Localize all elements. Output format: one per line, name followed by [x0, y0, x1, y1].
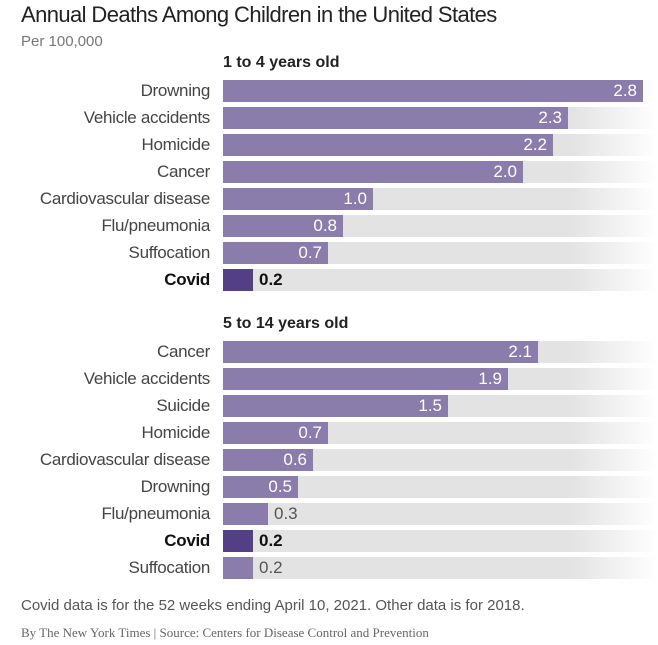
value-label: 0.2 [259, 270, 283, 289]
bar-row: Covid 0.2 [0, 269, 658, 291]
bar-row: Covid 0.2 [0, 530, 658, 552]
category-label: Covid [164, 270, 210, 289]
value-label: 0.6 [283, 450, 307, 469]
category-label: Drowning [140, 477, 211, 496]
category-label: Suffocation [128, 243, 211, 262]
value-label: 0.3 [274, 504, 298, 523]
category-label: Suicide [156, 396, 210, 415]
bar [223, 134, 553, 156]
bar [223, 557, 253, 579]
value-label: 2.2 [523, 135, 547, 154]
value-label: 1.0 [343, 189, 367, 208]
value-label: 0.2 [259, 558, 283, 577]
category-label: Cancer [156, 342, 210, 361]
bar-row: Homicide 0.7 [0, 422, 658, 444]
bar-track [223, 269, 658, 291]
bar-track [223, 242, 658, 264]
category-label: Suffocation [128, 558, 211, 577]
bar-row: Suffocation 0.7 [0, 242, 658, 264]
category-label: Flu/pneumonia [101, 504, 210, 523]
bar-row: Cardiovascular disease 0.6 [0, 449, 658, 471]
group-heading: 1 to 4 years old [223, 54, 340, 71]
value-label: 0.7 [298, 423, 322, 442]
bar-row: Drowning 0.5 [0, 476, 658, 498]
bar [223, 476, 298, 498]
bar [223, 422, 328, 444]
bar [223, 449, 313, 471]
bar-track [223, 422, 658, 444]
bar-row: Suffocation 0.2 [0, 557, 658, 579]
bar-track [223, 503, 658, 525]
chart-title: Annual Deaths Among Children in the Unit… [21, 2, 497, 27]
category-label: Covid [164, 531, 210, 550]
value-label: 0.7 [298, 243, 322, 262]
bar-row: Cancer 2.0 [0, 161, 658, 183]
bar [223, 341, 538, 363]
bar [223, 161, 523, 183]
bar-row: Cardiovascular disease 1.0 [0, 188, 658, 210]
bar [223, 368, 508, 390]
chart-note: Covid data is for the 52 weeks ending Ap… [21, 597, 525, 614]
bar-row: Suicide 1.5 [0, 395, 658, 417]
value-label: 2.0 [493, 162, 517, 181]
value-label: 2.3 [538, 108, 562, 127]
bar-row: Cancer 2.1 [0, 341, 658, 363]
category-label: Drowning [140, 81, 211, 100]
category-label: Homicide [141, 423, 211, 442]
category-label: Cardiovascular disease [39, 450, 210, 469]
bar-row: Flu/pneumonia 0.3 [0, 503, 658, 525]
bar [223, 107, 568, 129]
chart-subtitle: Per 100,000 [21, 33, 103, 50]
category-label: Flu/pneumonia [101, 216, 210, 235]
bar-row: Homicide 2.2 [0, 134, 658, 156]
bar [223, 242, 328, 264]
bar [223, 269, 253, 291]
bar-track [223, 557, 658, 579]
bar-track [223, 476, 658, 498]
group-heading: 5 to 14 years old [223, 315, 349, 332]
bar-row: Vehicle accidents 1.9 [0, 368, 658, 390]
category-label: Vehicle accidents [83, 108, 211, 127]
category-label: Cardiovascular disease [39, 189, 210, 208]
bar [223, 395, 448, 417]
bar-row: Vehicle accidents 2.3 [0, 107, 658, 129]
chart-credit: By The New York Times | Source: Centers … [21, 625, 429, 640]
bar [223, 530, 253, 552]
category-label: Cancer [156, 162, 210, 181]
bar-track [223, 530, 658, 552]
bar [223, 188, 373, 210]
value-label: 0.2 [259, 531, 283, 550]
value-label: 1.9 [478, 369, 502, 388]
value-label: 2.8 [613, 81, 637, 100]
bar-row: Drowning 2.8 [0, 80, 658, 102]
value-label: 2.1 [508, 342, 532, 361]
bar [223, 503, 268, 525]
bar [223, 215, 343, 237]
value-label: 0.5 [268, 477, 292, 496]
category-label: Homicide [141, 135, 211, 154]
value-label: 0.8 [313, 216, 337, 235]
value-label: 1.5 [418, 396, 442, 415]
category-label: Vehicle accidents [83, 369, 211, 388]
bar-track [223, 449, 658, 471]
bar-row: Flu/pneumonia 0.8 [0, 215, 658, 237]
bar [223, 80, 643, 102]
